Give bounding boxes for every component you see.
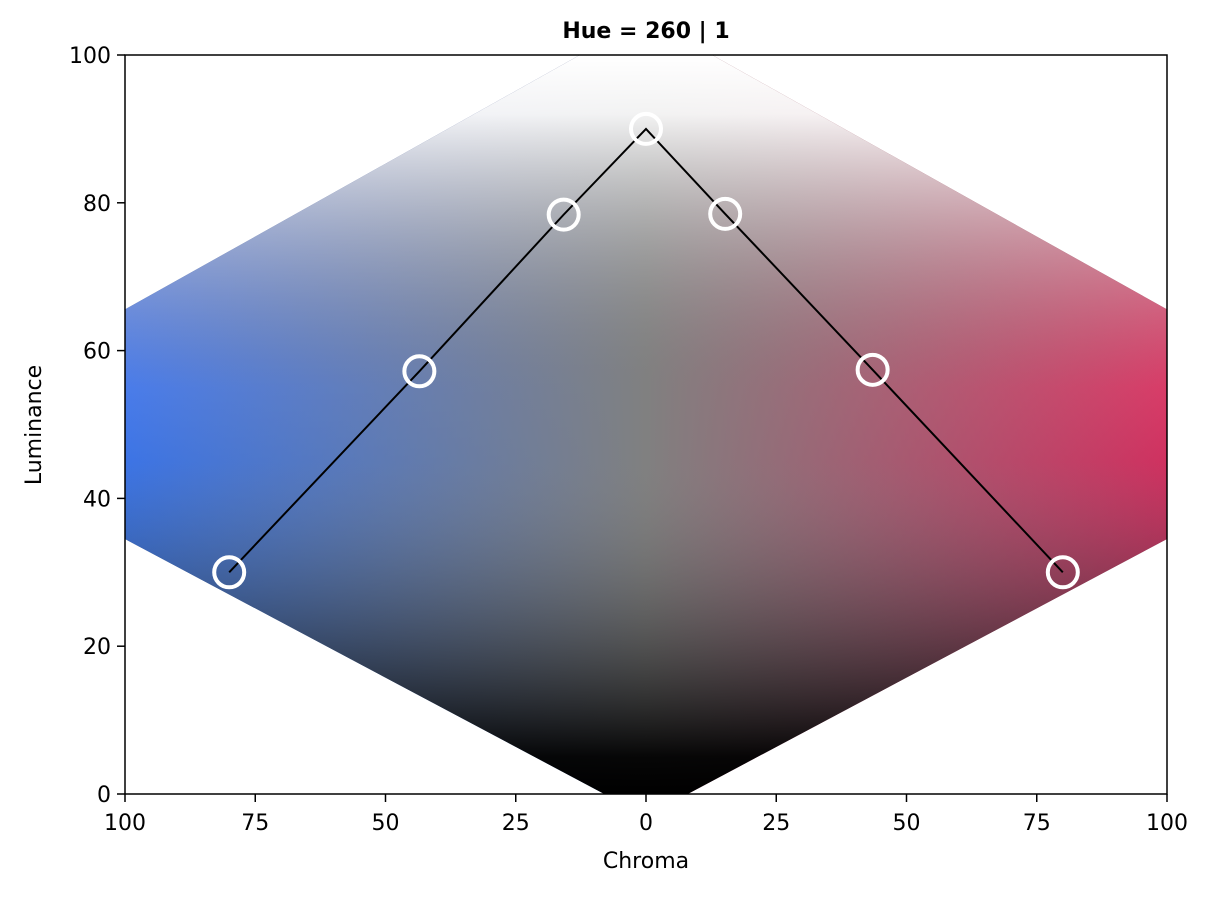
x-axis-label: Chroma [603, 849, 689, 874]
x-tick-label: 75 [241, 811, 269, 836]
series-line [228, 127, 1064, 573]
y-tick-label: 80 [83, 192, 111, 217]
x-axis: 100 75 50 25 0 25 50 75 100 [104, 794, 1188, 836]
data-point [855, 352, 890, 387]
data-point [629, 111, 663, 146]
y-axis: 0 20 40 60 80 100 [69, 44, 125, 808]
x-tick-label: 25 [502, 811, 530, 836]
x-tick-label: 100 [1146, 811, 1188, 836]
y-tick-label: 60 [83, 340, 111, 365]
color-space-luminance-overlay [125, 55, 1167, 794]
y-tick-label: 40 [83, 487, 111, 512]
y-tick-label: 20 [83, 635, 111, 660]
data-point [708, 196, 743, 231]
color-space-fill [125, 55, 1167, 794]
y-axis-label: Luminance [22, 365, 47, 485]
data-point [402, 354, 437, 389]
x-tick-label: 0 [639, 811, 653, 836]
x-tick-label: 75 [1023, 811, 1051, 836]
chart-title: Hue = 260 | 1 [562, 19, 729, 44]
data-point [212, 555, 247, 590]
x-tick-label: 100 [104, 811, 146, 836]
x-tick-label: 50 [372, 811, 400, 836]
y-tick-label: 100 [69, 44, 111, 69]
x-tick-label: 50 [893, 811, 921, 836]
series-layer [212, 111, 1080, 590]
y-tick-label: 0 [97, 783, 111, 808]
x-tick-label: 25 [762, 811, 790, 836]
data-point [546, 197, 581, 232]
data-point [1045, 555, 1080, 590]
